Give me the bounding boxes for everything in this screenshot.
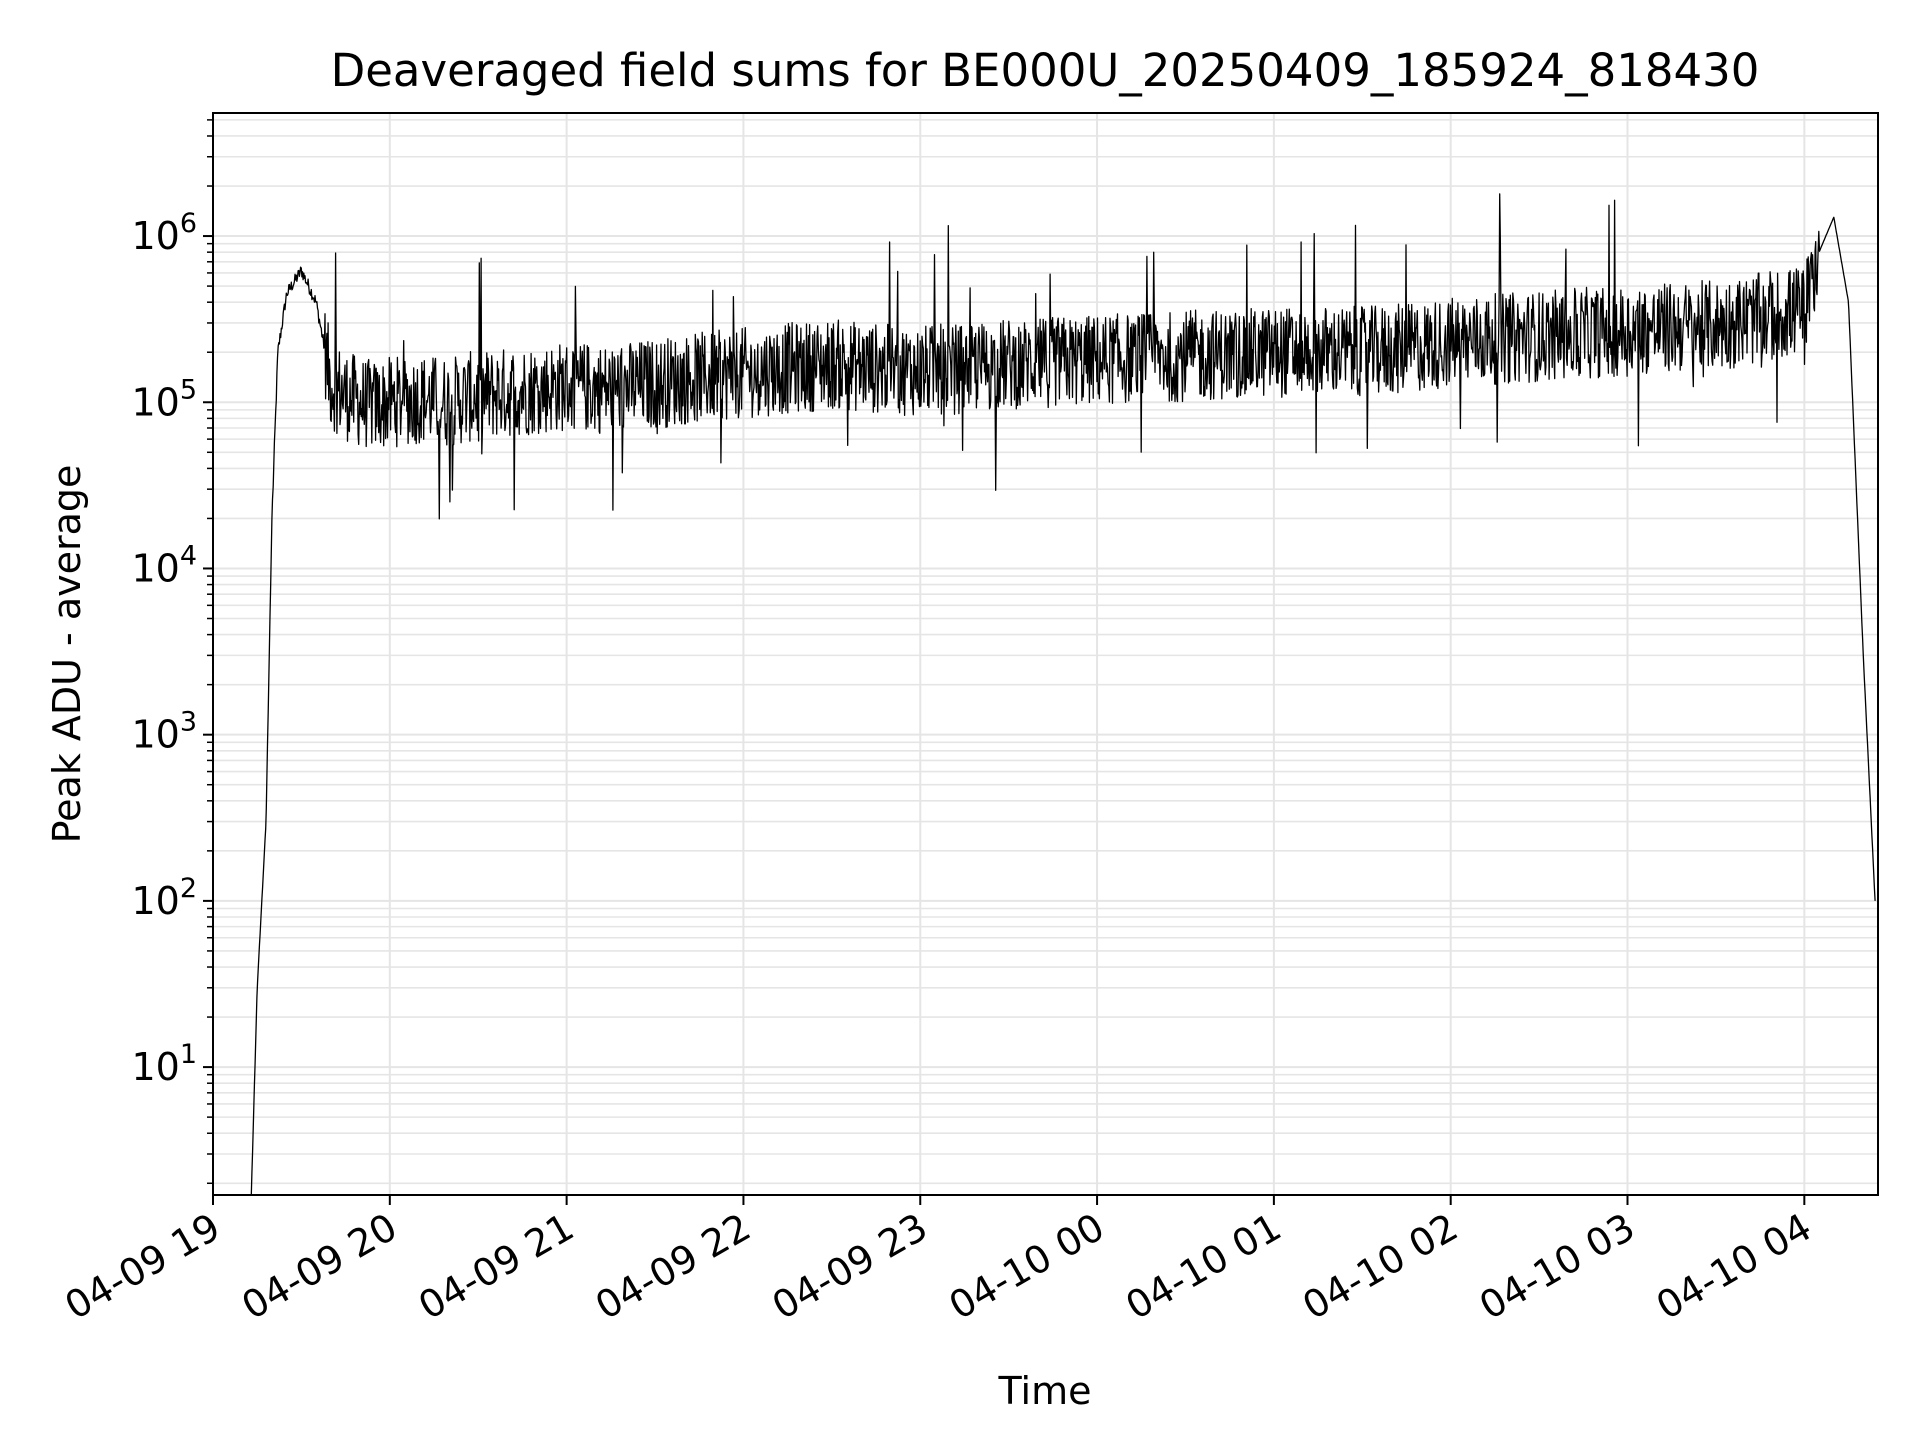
x-tick-label: 04-09 23 (765, 1205, 935, 1329)
grid (212, 113, 1878, 1195)
x-tick-label: 04-09 20 (234, 1205, 404, 1329)
x-tick-label: 04-10 02 (1295, 1205, 1465, 1329)
chart-title: Deaveraged field sums for BE000U_2025040… (331, 44, 1760, 97)
x-tick-label: 04-09 21 (411, 1205, 581, 1329)
x-axis: 04-09 19 04-09 20 04-09 21 04-09 22 04-09 23… (58, 1195, 1819, 1328)
y-tick-label: 103 (131, 707, 197, 757)
series-line (250, 193, 1876, 1195)
y-tick-label: 105 (131, 374, 197, 424)
y-tick-label: 106 (131, 208, 197, 258)
x-tick-label: 04-10 01 (1118, 1205, 1288, 1329)
x-tick-label: 04-09 19 (58, 1205, 228, 1329)
y-tick-label: 104 (131, 540, 197, 590)
x-tick-label: 04-09 22 (588, 1205, 758, 1329)
y-axis-label: Peak ADU - average (45, 465, 89, 844)
x-tick-label: 04-10 03 (1472, 1205, 1642, 1329)
x-tick-label: 04-10 00 (942, 1205, 1112, 1329)
series-layer (250, 193, 1876, 1195)
y-tick-label: 101 (131, 1039, 197, 1089)
plot-frame (212, 112, 1879, 1196)
x-axis-label: Time (998, 1369, 1092, 1413)
x-tick-label: 04-10 04 (1649, 1205, 1819, 1329)
y-axis: 101 102 103 104 105 106 (131, 119, 213, 1185)
y-tick-label: 102 (131, 873, 197, 923)
